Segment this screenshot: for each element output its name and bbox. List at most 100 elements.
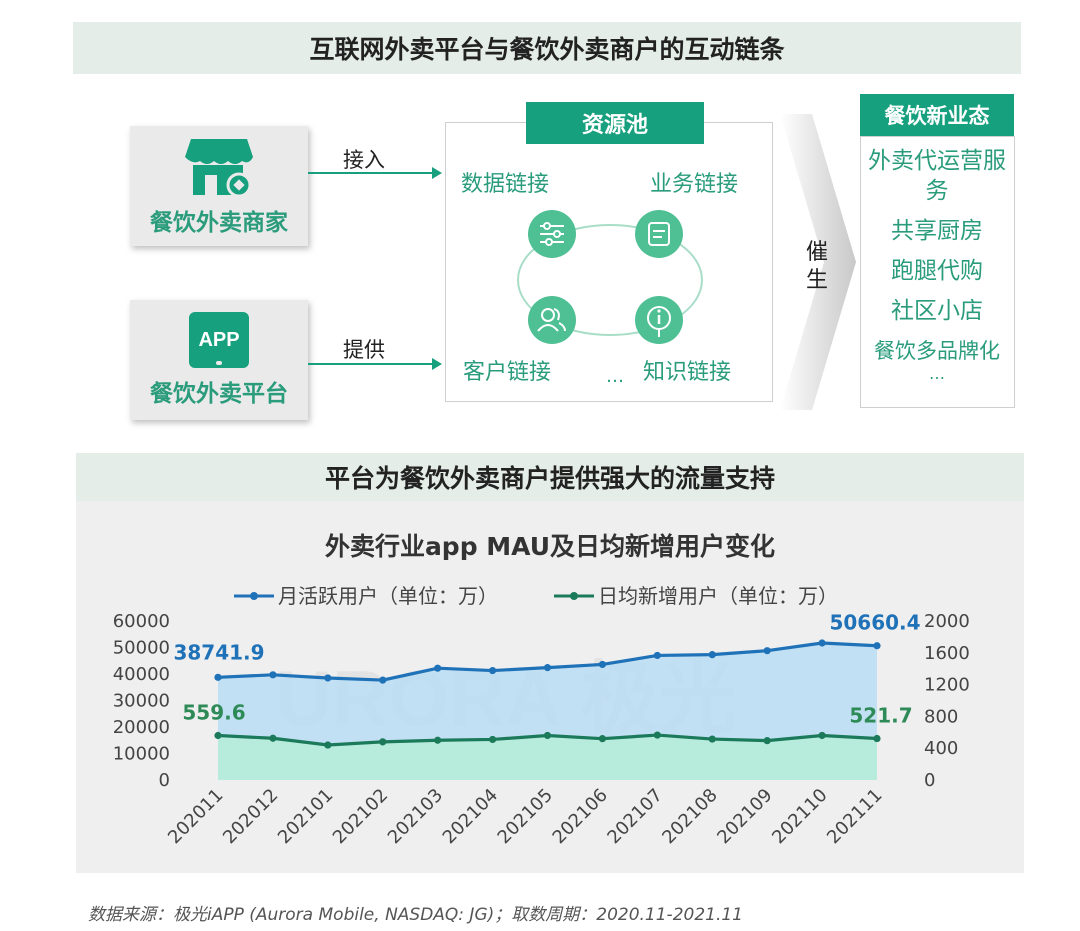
x-axis-tick: 202104	[439, 785, 502, 848]
bottom-section-title-text: 平台为餐饮外卖商户提供强大的流量支持	[324, 464, 775, 493]
legend-label: 月活跃用户（单位：万）	[278, 584, 498, 608]
new-users-point	[873, 734, 881, 743]
line-chart: 外卖行业app MAU及日均新增用户变化 月活跃用户（单位：万） 日均新增用户（单…	[113, 532, 970, 848]
source-note: 数据来源：极光iAPP (Aurora Mobile, NASDAQ: JG)；…	[88, 905, 743, 925]
new-users-last-label: 521.7	[849, 704, 912, 728]
new-business-item-errand: 跑腿代购	[891, 258, 983, 284]
new-business-list: 外卖代运营服务 共享厨房 跑腿代购 社区小店 餐饮多品牌化 …	[861, 146, 1013, 382]
chart-title: 外卖行业app MAU及日均新增用户变化	[325, 532, 775, 561]
mau-point	[598, 660, 607, 669]
new-business-item-operation: 外卖代运营服务	[868, 148, 1006, 204]
new-business-title-text: 餐饮新业态	[884, 104, 990, 128]
info-icon	[635, 296, 683, 344]
x-axis-tick: 202110	[768, 785, 831, 848]
new-users-point	[598, 735, 607, 743]
left-axis-tick: 50000	[113, 638, 170, 659]
new-business-item-more: …	[929, 364, 945, 383]
left-axis-tick: 40000	[113, 664, 170, 685]
access-label: 接入	[343, 148, 385, 172]
x-axis-tick: 202108	[658, 785, 721, 848]
left-axis-tick: 0	[159, 770, 170, 791]
right-axis-tick: 1200	[924, 675, 970, 696]
left-axis-tick: 20000	[113, 717, 170, 738]
mau-point	[708, 651, 716, 659]
pool-ellipsis: …	[606, 366, 624, 387]
top-section-title: 互联网外卖平台与餐饮外卖商户的互动链条	[73, 22, 1021, 74]
platform-box: APP 餐饮外卖平台	[130, 300, 308, 420]
x-axis-tick: 202107	[603, 785, 666, 848]
new-business-title: 餐饮新业态	[860, 94, 1014, 136]
new-users-point	[214, 731, 222, 740]
x-axis-tick: 202012	[219, 785, 282, 848]
mau-point	[873, 642, 881, 650]
new-users-point	[543, 731, 552, 740]
new-business-item-shop: 社区小店	[891, 298, 983, 324]
new-users-point	[269, 734, 277, 742]
platform-label: 餐饮外卖平台	[150, 381, 288, 407]
right-axis-tick: 1600	[924, 643, 970, 664]
catalyze-label-2: 生	[806, 268, 829, 293]
x-axis-tick: 202103	[384, 785, 447, 848]
mau-point	[214, 673, 222, 681]
customer-link-label: 客户链接	[463, 360, 552, 385]
x-axis-tick: 202111	[823, 785, 886, 848]
x-axis-tick: 202109	[713, 785, 776, 848]
new-business-box	[860, 136, 1015, 408]
mau-point	[434, 664, 442, 672]
resource-pool-box	[445, 122, 773, 402]
x-axis-tick: 202105	[494, 785, 557, 848]
document-icon	[635, 210, 683, 258]
sliders-icon	[528, 210, 576, 258]
legend-label: 日均新增用户（单位：万）	[598, 584, 838, 608]
users-icon	[528, 296, 576, 344]
right-axis-tick: 0	[924, 770, 935, 791]
catalyze-label-1: 催	[806, 240, 829, 265]
right-axis-tick: 2000	[924, 611, 970, 632]
data-link-label: 数据链接	[461, 172, 550, 197]
mau-point	[379, 676, 387, 684]
x-axis-tick: 202106	[549, 785, 612, 848]
mau-first-label: 38741.9	[173, 640, 264, 664]
mau-point	[543, 664, 552, 672]
left-axis-tick: 10000	[113, 744, 170, 765]
right-axis-tick: 400	[924, 738, 958, 759]
knowledge-link-label: 知识链接	[643, 360, 732, 385]
new-users-first-label: 559.6	[182, 701, 245, 725]
x-axis-tick: 202102	[329, 785, 392, 848]
bottom-section-title: 平台为餐饮外卖商户提供强大的流量支持	[76, 453, 1024, 501]
catalyze-chevron	[780, 114, 856, 410]
new-users-point	[488, 735, 497, 744]
merchant-label: 餐饮外卖商家	[150, 210, 288, 236]
legend-swatch-marker	[570, 592, 578, 600]
x-axis-tick: 202011	[164, 785, 227, 848]
left-axis-tick: 60000	[113, 611, 170, 632]
new-business-item-multibrand: 餐饮多品牌化	[874, 339, 1000, 363]
right-axis-tick: 800	[924, 706, 958, 727]
new-users-point	[653, 731, 661, 739]
new-users-point	[818, 731, 826, 740]
mau-point	[763, 647, 771, 655]
business-link-label: 业务链接	[650, 172, 739, 197]
resource-cycle	[517, 224, 703, 336]
new-users-point	[379, 738, 387, 746]
new-users-area	[218, 735, 877, 780]
mau-point	[324, 674, 332, 682]
new-users-point	[324, 741, 332, 749]
chart-legend: 月活跃用户（单位：万） 日均新增用户（单位：万）	[234, 584, 838, 608]
mau-point	[653, 651, 661, 660]
new-users-point	[434, 736, 442, 744]
mau-point	[488, 666, 497, 675]
mau-last-label: 50660.4	[829, 611, 920, 635]
app-icon-text: APP	[198, 328, 240, 351]
app-icon: APP	[189, 312, 249, 368]
top-section-title-text: 互联网外卖平台与餐饮外卖商户的互动链条	[309, 35, 785, 64]
merchant-box: 餐饮外卖商家	[130, 126, 308, 246]
left-axis-tick: 30000	[113, 691, 170, 712]
new-users-point	[708, 735, 716, 743]
mau-point	[818, 639, 826, 647]
resource-pool-title: 资源池	[526, 102, 704, 144]
connector-arrows	[308, 167, 442, 370]
mau-point	[269, 671, 277, 679]
legend-swatch-marker	[250, 592, 258, 600]
provide-label: 提供	[343, 338, 385, 362]
